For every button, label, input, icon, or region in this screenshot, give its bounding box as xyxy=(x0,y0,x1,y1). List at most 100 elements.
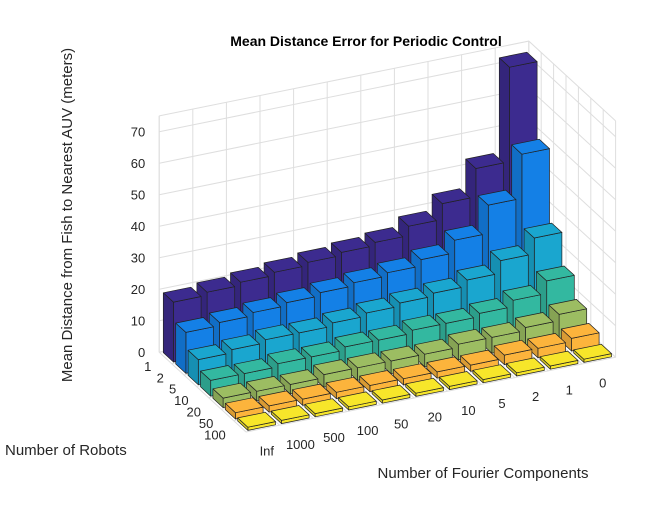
bar-r20-f1 xyxy=(514,312,554,347)
y-tick-label: 50 xyxy=(199,416,213,431)
bar-top xyxy=(431,188,471,204)
bar-r50-f1 xyxy=(527,333,566,359)
bar-top xyxy=(438,371,478,387)
z-tick-label: 30 xyxy=(131,251,145,266)
bar-top xyxy=(422,277,462,294)
bar-r20-f5 xyxy=(447,328,487,361)
bar-top xyxy=(258,390,298,407)
bar-top xyxy=(380,345,420,362)
bar-r100-f5 xyxy=(472,364,512,384)
bar-top xyxy=(435,308,474,324)
bar-top xyxy=(444,224,483,241)
y-tick-label: 1 xyxy=(144,359,151,374)
bar-top xyxy=(246,376,285,392)
bar-top xyxy=(208,307,248,323)
bar-r100-f2 xyxy=(506,357,545,377)
bar-top xyxy=(279,369,319,385)
x-tick-label: 20 xyxy=(428,410,442,425)
z-tick-label: 60 xyxy=(131,156,145,171)
y-axis-label: Number of Robots xyxy=(5,442,127,459)
bar-r50-f2 xyxy=(493,339,533,365)
bar-top xyxy=(196,276,236,293)
bar-top xyxy=(392,363,432,380)
bar-r100-f100 xyxy=(338,391,377,411)
z-tick-label: 40 xyxy=(131,219,145,234)
bar-top xyxy=(548,299,588,315)
bar-top xyxy=(460,349,499,366)
bar-top xyxy=(330,237,370,253)
bar-side xyxy=(162,292,174,363)
bar-top xyxy=(292,383,331,400)
bar-r50-f50 xyxy=(359,370,398,393)
bar-top xyxy=(200,365,239,381)
z-tick-label: 50 xyxy=(131,188,145,203)
bar-r50-fInf xyxy=(224,397,264,420)
x-tick-label: 0 xyxy=(599,376,606,391)
bar-top xyxy=(468,298,508,314)
bar-top xyxy=(237,411,276,428)
y-tick-label: 2 xyxy=(157,370,164,385)
bar-top xyxy=(288,317,328,334)
x-tick-label: 10 xyxy=(461,403,475,418)
bar-top xyxy=(313,359,352,375)
bar-top xyxy=(401,314,441,331)
bar-top xyxy=(364,227,404,243)
axis-edge-top xyxy=(159,40,616,122)
bar-top xyxy=(233,358,273,374)
bar-top xyxy=(322,307,361,324)
bar-top xyxy=(212,382,252,399)
x-axis-label: Number of Fourier Components xyxy=(378,465,589,482)
bar-r100-f10 xyxy=(438,371,478,390)
bar-top xyxy=(456,264,496,281)
bar-r50-f10 xyxy=(426,356,466,379)
x-tick-label: 2 xyxy=(532,389,539,404)
bar-top xyxy=(506,357,545,374)
bar-top xyxy=(410,244,450,260)
grid-line-z-7 xyxy=(159,56,616,138)
x-tick-label: 1000 xyxy=(286,437,315,452)
bar-top xyxy=(398,210,437,227)
bar-top xyxy=(573,343,612,360)
z-tick-label: 0 xyxy=(138,345,145,360)
bar-top xyxy=(414,338,453,355)
x-tick-label: 100 xyxy=(357,423,379,438)
x-tick-label: 5 xyxy=(498,396,505,411)
bar-top xyxy=(346,352,386,369)
y-tick-label: 5 xyxy=(169,382,176,397)
bar-top xyxy=(539,350,579,367)
bar-r100-f1 xyxy=(539,350,579,370)
bar-top xyxy=(343,267,382,284)
bar-top xyxy=(511,138,550,155)
bar-top xyxy=(355,297,395,314)
bar-r50-f1000 xyxy=(258,390,298,413)
bar-r100-f500 xyxy=(304,398,344,418)
bar-top xyxy=(472,364,512,380)
bar-top xyxy=(376,257,416,274)
bar-top xyxy=(481,322,520,338)
bar-r100-f1000 xyxy=(270,405,310,424)
bar-r100-f0 xyxy=(573,343,612,363)
chart-title: Mean Distance Error for Periodic Control xyxy=(230,33,502,49)
bar-top xyxy=(502,285,542,301)
z-axis-label: Mean Distance from Fish to Nearest AUV (… xyxy=(59,48,76,382)
bar-top xyxy=(371,384,411,401)
x-tick-label: 50 xyxy=(394,416,408,431)
bar-top xyxy=(338,391,377,408)
bar-top xyxy=(405,377,444,394)
bar-r100-f20 xyxy=(405,377,444,397)
bar-top xyxy=(325,376,365,393)
bar-top xyxy=(523,222,563,239)
bar-r20-f2 xyxy=(481,322,520,354)
bar-top xyxy=(187,344,227,360)
bar-top xyxy=(426,356,466,373)
y-tick-label: 20 xyxy=(187,405,201,420)
bar-top xyxy=(300,341,340,358)
bar-top xyxy=(309,277,349,293)
bar-top xyxy=(359,370,398,386)
bar-top xyxy=(536,265,575,282)
bar-top xyxy=(490,245,529,261)
bar-top xyxy=(493,339,533,356)
bar-top xyxy=(162,286,202,303)
